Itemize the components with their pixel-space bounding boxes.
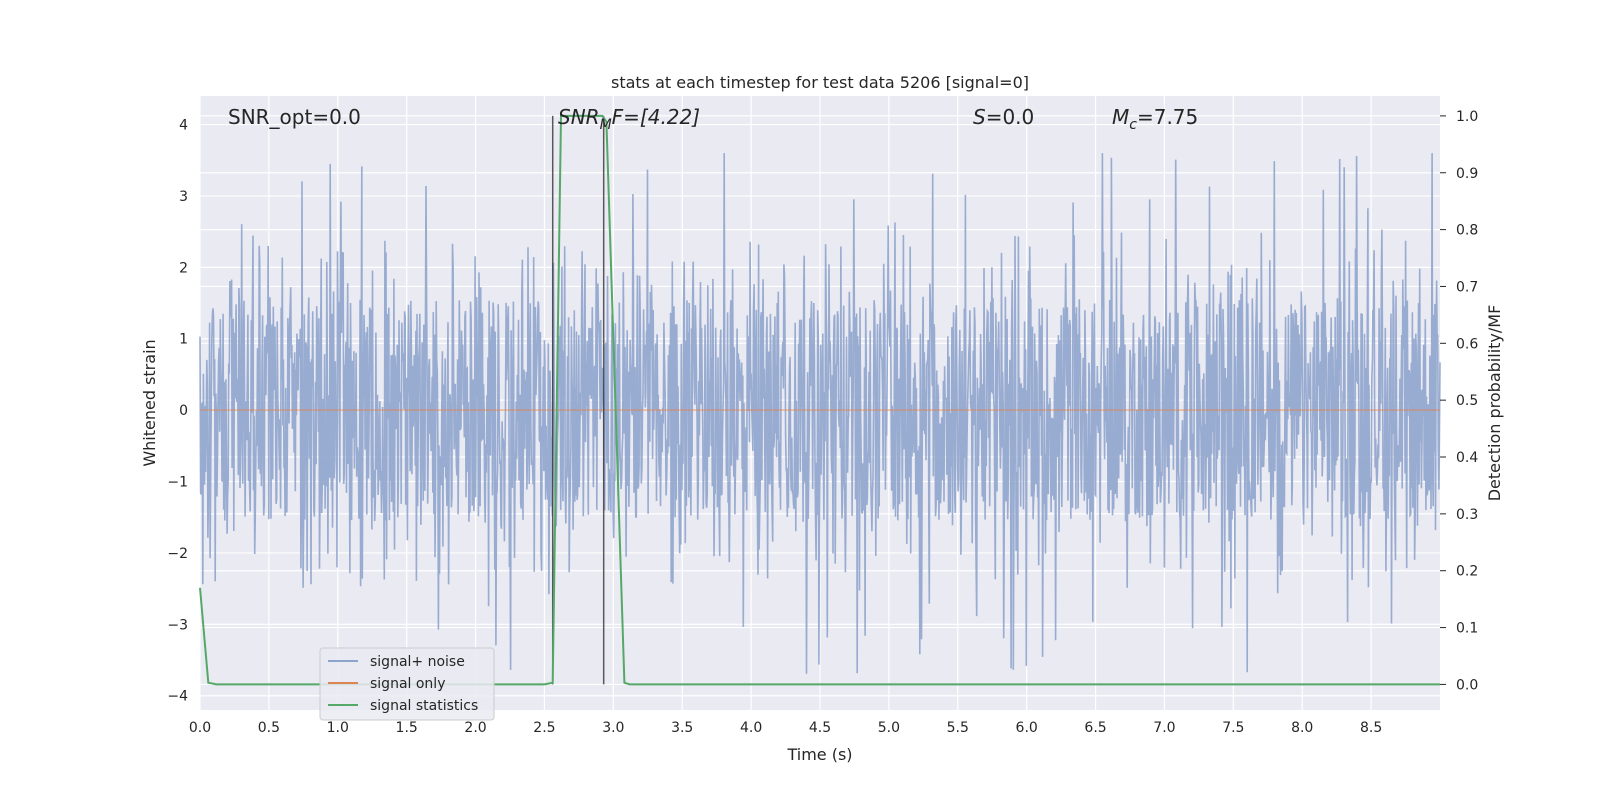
x-tick-label-3: 1.5: [396, 720, 418, 736]
y-left-tick-label-7: −3: [167, 617, 188, 633]
annotation-snr-mf-main: SNR: [558, 105, 600, 129]
series-signal-noise: [199, 153, 1441, 674]
y-left-tick-label-3: 1: [179, 332, 188, 348]
y-left-tick-label-5: −1: [167, 475, 188, 491]
x-tick-label-11: 5.5: [947, 720, 969, 736]
y-right-tick-label-4: 0.6: [1456, 336, 1478, 352]
y-left-tick-labels: 4 3 2 1 0 −1 −2 −3 −4: [167, 118, 188, 705]
annotation-snr-opt: SNR_opt=0.0: [228, 105, 361, 129]
x-tick-label-8: 4.0: [740, 720, 762, 736]
annotation-s-rest: =0.0: [986, 105, 1035, 129]
x-tick-label-17: 8.5: [1360, 720, 1382, 736]
y-left-tick-label-1: 3: [179, 189, 188, 205]
annotation-mc-rest: =7.75: [1137, 105, 1198, 129]
annotation-mc-sub: c: [1129, 117, 1137, 133]
y-left-tick-label-6: −2: [167, 546, 188, 562]
y-axis-label-left: Whitened strain: [140, 339, 159, 466]
x-tick-label-2: 1.0: [327, 720, 349, 736]
x-tick-label-12: 6.0: [1016, 720, 1038, 736]
x-tick-label-16: 8.0: [1291, 720, 1313, 736]
x-tick-label-0: 0.0: [189, 720, 211, 736]
x-tick-label-4: 2.0: [464, 720, 486, 736]
x-tick-label-14: 7.0: [1153, 720, 1175, 736]
annotation-snr-mf-rest: F=[4.22]: [612, 105, 700, 129]
y-left-tick-label-2: 2: [179, 260, 188, 276]
y-left-tick-label-0: 4: [179, 118, 188, 134]
signal-noise-line: [199, 153, 1441, 674]
x-tick-label-15: 7.5: [1222, 720, 1244, 736]
x-tick-label-1: 0.5: [258, 720, 280, 736]
y-right-tick-label-6: 0.4: [1456, 450, 1478, 466]
x-tick-label-6: 3.0: [602, 720, 624, 736]
x-tick-labels: 0.0 0.5 1.0 1.5 2.0 2.5 3.0 3.5 4.0 4.5 5.0 5.5 6.0 6…: [189, 720, 1382, 736]
y-right-tick-label-9: 0.1: [1456, 621, 1478, 637]
annotation-snr-mf: SNRMF=[4.22]: [558, 105, 700, 133]
annotation-mc: Mc=7.75: [1112, 105, 1198, 133]
y-right-tick-labels: 1.0 0.9 0.8 0.7 0.6 0.5 0.4 0.3 0.2 0.1 0.0: [1440, 109, 1478, 693]
x-tick-label-10: 5.0: [878, 720, 900, 736]
y-left-tick-label-4: 0: [179, 403, 188, 419]
x-tick-label-13: 6.5: [1084, 720, 1106, 736]
y-right-tick-label-0: 1.0: [1456, 109, 1478, 125]
annotation-s-main: S: [973, 105, 986, 129]
legend-label-signal-statistics: signal statistics: [370, 698, 478, 714]
y-right-tick-label-5: 0.5: [1456, 393, 1478, 409]
signal-statistics-line: [199, 114, 1440, 686]
y-axis-label-right: Detection probability/MF: [1485, 305, 1504, 502]
y-right-tick-label-3: 0.7: [1456, 279, 1478, 295]
annotation-snr-mf-sub: M: [600, 117, 612, 133]
annotation-s: S=0.0: [973, 105, 1034, 129]
legend-label-signal-only: signal only: [370, 676, 445, 692]
y-right-tick-label-7: 0.3: [1456, 507, 1478, 523]
legend: signal+ noise signal only signal statist…: [319, 647, 495, 721]
y-right-tick-label-10: 0.0: [1456, 677, 1478, 693]
x-axis-label: Time (s): [786, 745, 852, 764]
x-tick-label-5: 2.5: [533, 720, 555, 736]
legend-label-signal-noise: signal+ noise: [370, 654, 465, 670]
y-right-tick-label-2: 0.8: [1456, 223, 1478, 239]
y-right-tick-label-1: 0.9: [1456, 166, 1478, 182]
x-tick-label-9: 4.5: [809, 720, 831, 736]
y-left-tick-label-8: −4: [167, 689, 188, 705]
chart-title: stats at each timestep for test data 520…: [611, 73, 1029, 92]
x-tick-label-7: 3.5: [671, 720, 693, 736]
y-right-tick-label-8: 0.2: [1456, 564, 1478, 580]
annotation-mc-main: M: [1112, 105, 1129, 129]
series-lines: [199, 114, 1440, 686]
legend-box: [319, 647, 495, 721]
